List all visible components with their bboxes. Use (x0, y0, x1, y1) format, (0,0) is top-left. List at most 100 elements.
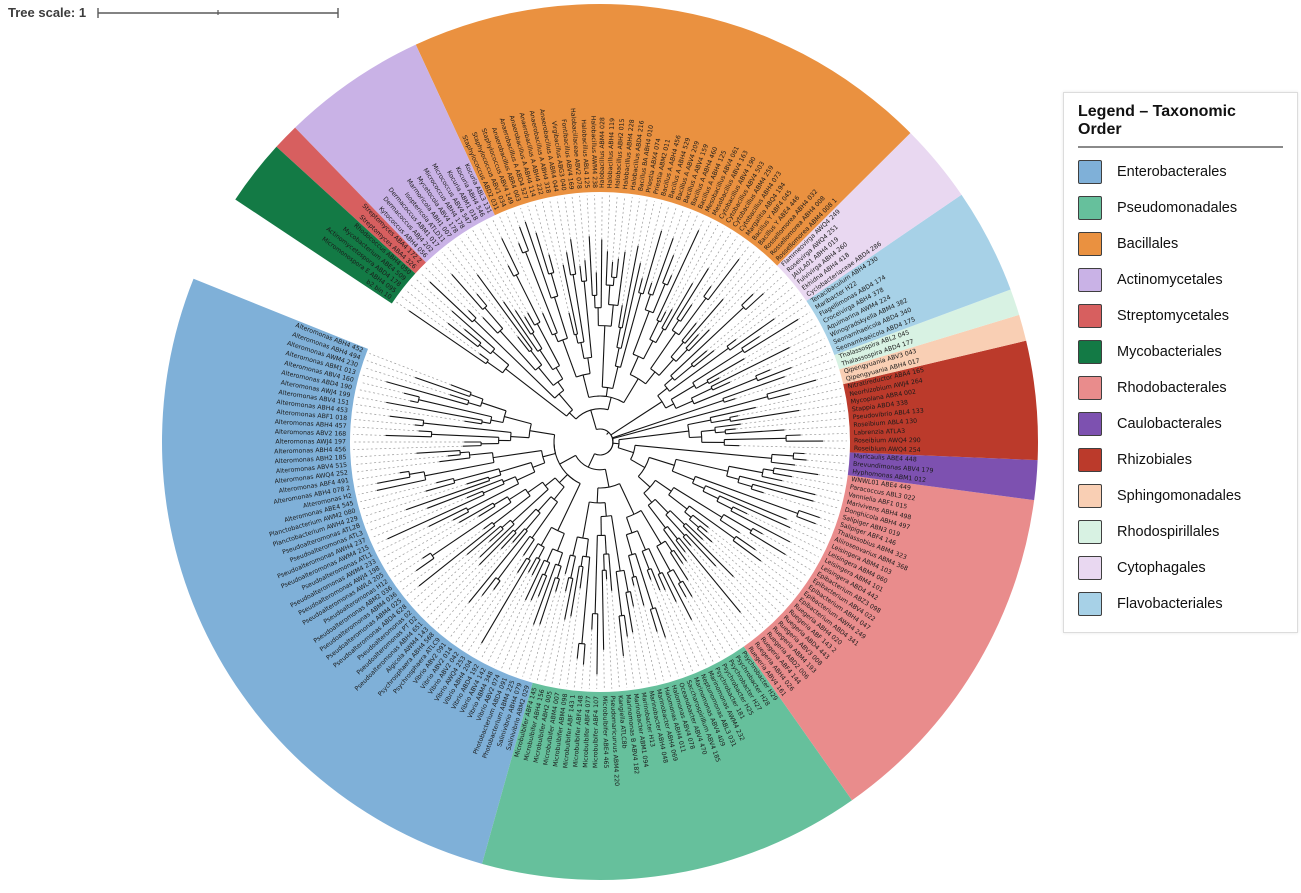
tree-branch (656, 545, 671, 572)
leaf-guide-line (770, 345, 828, 371)
leaf-guide-line (506, 213, 520, 244)
tree-branch (557, 483, 581, 531)
tree-arc (408, 471, 411, 478)
tree-branch-terminal (796, 516, 816, 525)
tree-branch-terminal (524, 221, 552, 299)
tree-branch (692, 349, 744, 384)
tree-branch (669, 510, 685, 526)
tree-branch-terminal (635, 576, 645, 606)
leaf-guide-line (806, 459, 847, 464)
tree-arc (506, 496, 512, 503)
tree-branch (618, 447, 634, 454)
tree-branch-terminal (660, 311, 667, 323)
tree-branch-terminal (662, 254, 675, 284)
leaf-guide-line (432, 548, 502, 624)
tree-branch-terminal (730, 510, 791, 543)
tree-arc (574, 333, 578, 336)
tree-branch (570, 556, 576, 579)
leaf-guide-line (494, 599, 526, 666)
leaf-guide-line (400, 295, 480, 355)
tree-branch (492, 350, 510, 366)
tree-branch (634, 444, 772, 459)
tree-branch (532, 462, 545, 468)
leaf-guide-line (815, 494, 841, 502)
tree-branch (640, 510, 662, 545)
leaf-guide-line (819, 517, 834, 523)
legend-swatch (1078, 340, 1102, 364)
tree-branch-terminal (596, 613, 599, 675)
tree-branch (637, 476, 651, 488)
tree-arc (670, 399, 677, 409)
leaf-guide-line (733, 576, 775, 618)
legend-swatch (1078, 592, 1102, 616)
tree-branch (670, 306, 745, 377)
tree-branch-terminal (712, 381, 731, 391)
leaf-guide-line (606, 579, 613, 689)
tree-branch-terminal (693, 350, 715, 368)
tree-branch-terminal (642, 230, 663, 295)
tree-arc (430, 552, 435, 559)
tree-branch (771, 453, 794, 457)
leaf-guide-line (441, 251, 478, 295)
leaf-guide-line (515, 624, 534, 675)
tree-branch (612, 442, 620, 445)
tree-branch-terminal (479, 353, 489, 361)
tree-branch (585, 538, 589, 557)
tree-branch-terminal (722, 376, 785, 400)
leaf-guide-line (709, 264, 773, 331)
tree-arc (570, 554, 576, 557)
order-arc-flavobacteriales (806, 194, 1011, 355)
leaf-guide-line (659, 590, 693, 672)
tree-arc (497, 328, 504, 334)
tree-arc (536, 557, 541, 560)
leaf-guide-line (354, 455, 448, 465)
tree-branch (618, 430, 689, 441)
leaf-guide-line (397, 570, 417, 584)
tree-arc (658, 571, 663, 575)
tree-branch-terminal (450, 384, 472, 394)
tree-branch (625, 534, 633, 555)
tree-branch (594, 535, 598, 614)
tree-branch-terminal (793, 452, 805, 455)
leaf-guide-line (784, 425, 847, 431)
legend-swatch (1078, 520, 1102, 544)
legend-item-label: Mycobacteriales (1117, 344, 1222, 360)
leaf-guide-line (789, 331, 822, 348)
tree-branch-terminal (386, 381, 468, 406)
tree-branch (649, 320, 660, 340)
tree-branch-terminal (447, 322, 479, 348)
tree-branch (538, 367, 554, 386)
tree-branch-terminal (664, 282, 694, 331)
tree-branch (555, 367, 564, 380)
tree-arc (567, 474, 581, 485)
tree-branch (479, 344, 491, 355)
tree-branch (431, 433, 499, 438)
tree-branch-terminal (678, 583, 687, 598)
tree-branch-terminal (537, 575, 548, 597)
tree-branch (728, 465, 763, 474)
tree-branch-terminal (749, 532, 786, 556)
tree-branch-terminal (425, 482, 455, 492)
tree-branch (603, 554, 605, 571)
tree-branch-terminal (710, 347, 790, 388)
leaf-guide-line (643, 605, 665, 681)
leaf-label: Alteromonas ABH2 185 (274, 454, 346, 465)
tree-branch-terminal (478, 529, 514, 566)
order-arc-rhodobacterales (743, 475, 1035, 801)
tree-arc (579, 565, 584, 568)
order-arc-rhodospirillales (834, 289, 1020, 370)
tree-branch-terminal (666, 572, 693, 621)
tree-branch (431, 501, 512, 557)
legend-swatch (1078, 268, 1102, 292)
tree-branch-terminal (562, 264, 579, 335)
tree-branch (687, 419, 711, 426)
tree-branch-terminal (565, 577, 570, 592)
leaf-guide-line (419, 272, 431, 283)
tree-branch-terminal (605, 251, 609, 286)
tree-branch-terminal (570, 566, 580, 617)
tree-arc (510, 432, 512, 441)
leaf-guide-line (566, 588, 581, 687)
tree-arc (575, 455, 606, 471)
leaf-guide-line (762, 533, 816, 564)
tree-branch-terminal (652, 237, 674, 296)
